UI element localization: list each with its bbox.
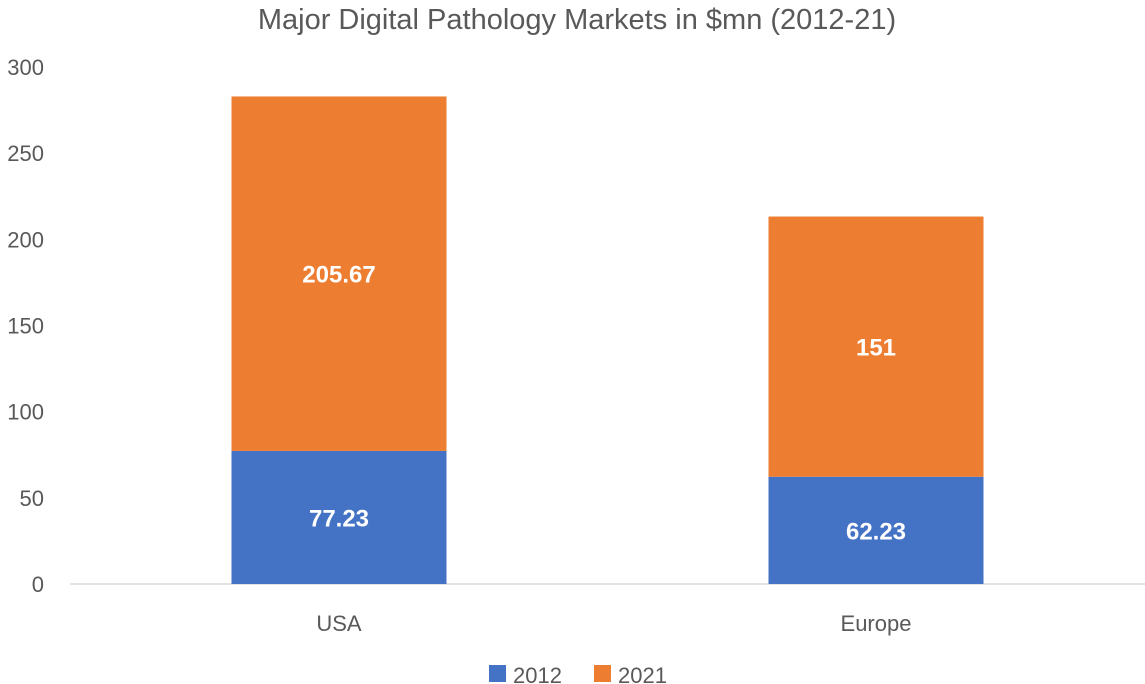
x-axis: USA Europe [316, 611, 911, 636]
y-tick-label: 250 [7, 141, 44, 166]
bar-usa-2021 [231, 96, 447, 451]
legend-swatch [594, 665, 611, 682]
y-tick-label: 300 [7, 55, 44, 80]
legend-swatch [489, 665, 506, 682]
data-label: 205.67 [302, 262, 375, 289]
y-tick-label: 50 [20, 486, 44, 511]
bars: 77.23 205.67 62.23 151 [231, 96, 984, 584]
y-tick-label: 100 [7, 400, 44, 425]
x-tick-label: Europe [841, 611, 912, 636]
data-label: 151 [856, 335, 896, 362]
legend: 2012 2021 [489, 663, 667, 684]
legend-label: 2012 [513, 663, 562, 684]
data-label: 77.23 [309, 505, 369, 532]
y-axis: 0 50 100 150 200 250 300 [7, 55, 44, 597]
data-label: 62.23 [846, 518, 906, 545]
legend-label: 2021 [618, 663, 667, 684]
x-tick-label: USA [316, 611, 362, 636]
y-tick-label: 200 [7, 227, 44, 252]
bar-europe-2021 [768, 216, 984, 477]
y-tick-label: 0 [32, 572, 44, 597]
bar-usa-2012 [231, 450, 447, 584]
y-tick-label: 150 [7, 314, 44, 339]
bar-europe-2012 [768, 476, 984, 584]
chart-title: Major Digital Pathology Markets in $mn (… [258, 4, 896, 36]
